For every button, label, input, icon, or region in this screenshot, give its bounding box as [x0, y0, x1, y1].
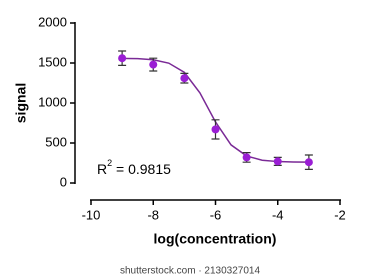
data-point — [242, 153, 251, 162]
data-point — [180, 74, 189, 83]
y-axis-label: signal — [13, 83, 29, 123]
annotation: R2 = 0.9815 — [97, 158, 171, 176]
data-point — [149, 60, 158, 69]
annotation-text: = 0.9815 — [112, 161, 171, 177]
x-tick-label: -10 — [82, 207, 101, 222]
data-point — [273, 157, 282, 166]
y-tick-label: 1000 — [38, 94, 67, 109]
annotation-superscript: 2 — [107, 158, 112, 168]
x-tick-label: -4 — [272, 207, 284, 222]
x-tick-label: -6 — [210, 207, 222, 222]
x-tick-label: -8 — [147, 207, 159, 222]
x-axis-label: log(concentration) — [154, 231, 277, 247]
y-tick-label: 2000 — [38, 14, 67, 29]
data-point — [211, 125, 220, 134]
y-tick-label: 0 — [60, 174, 67, 189]
annotation-base: R — [97, 161, 107, 177]
x-tick-label: -2 — [334, 207, 346, 222]
watermark: shutterstock.com · 2130327014 — [120, 266, 261, 277]
data-point — [118, 54, 127, 63]
y-tick-label: 1500 — [38, 54, 67, 69]
data-point — [304, 158, 313, 167]
y-tick-label: 500 — [45, 134, 67, 149]
